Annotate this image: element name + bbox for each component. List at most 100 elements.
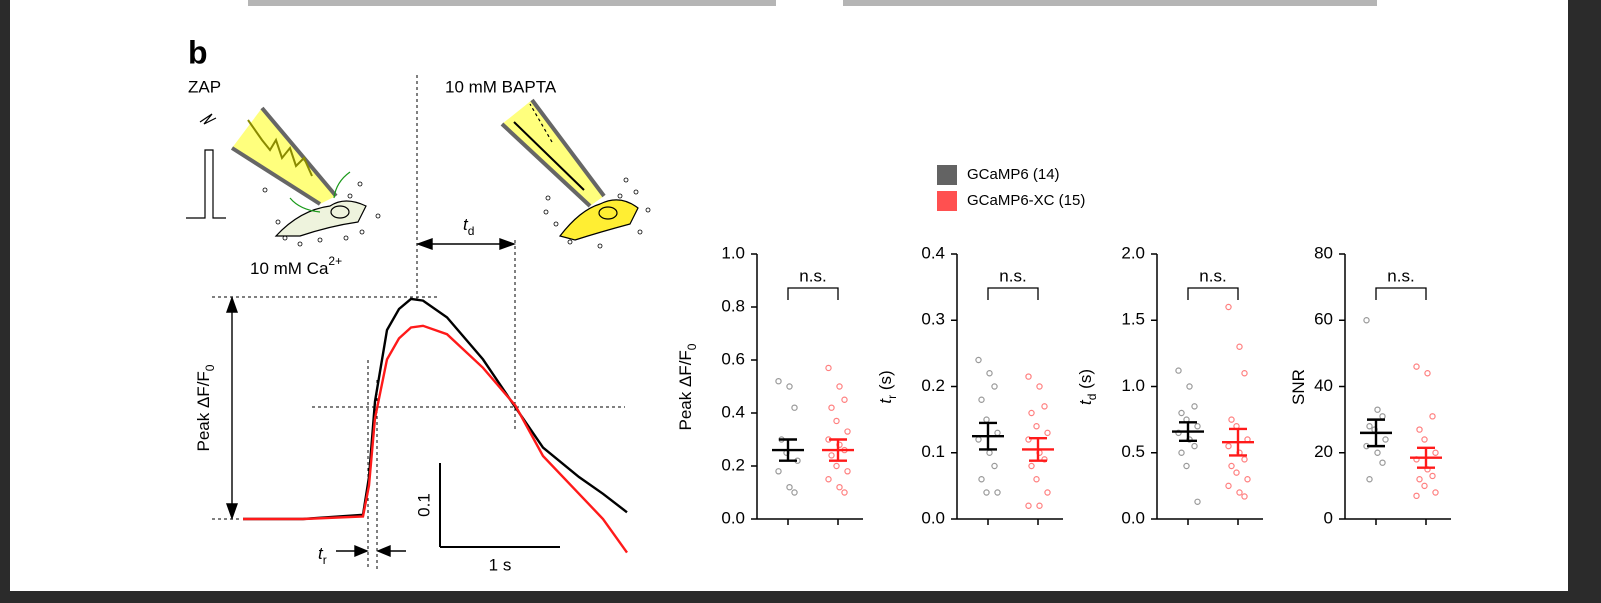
data-point [1228, 416, 1235, 423]
data-point [1025, 436, 1032, 443]
axis-label: Peak ΔF/F0 [676, 343, 699, 430]
data-point [1178, 449, 1185, 456]
data-point [833, 462, 840, 470]
scale-label: 1 s [489, 555, 512, 574]
data-point [836, 484, 843, 491]
schematic-label: 10 mM Ca2+ [250, 254, 342, 278]
label-sub: r [323, 553, 327, 567]
data-point [791, 404, 798, 411]
data-point [1025, 502, 1032, 509]
data-point [1241, 370, 1248, 377]
y-tick-label: 0.0 [721, 508, 745, 527]
data-point [1036, 383, 1043, 390]
data-point [1028, 462, 1035, 470]
significance-label: n.s. [1199, 266, 1226, 285]
pipette-fill [502, 100, 604, 206]
data-point [986, 370, 993, 377]
data-point [828, 404, 835, 411]
data-point [1429, 472, 1436, 480]
data-point [833, 417, 840, 425]
y-tick-label: 0.0 [1121, 508, 1145, 527]
y-tick-label: 1.5 [1121, 310, 1145, 329]
data-point [1036, 502, 1043, 509]
data-point [1175, 429, 1182, 437]
axis-label: SNR [1289, 369, 1308, 405]
label-sub: d [1085, 394, 1099, 401]
data-point [828, 452, 835, 459]
panel-label: b [188, 34, 208, 70]
data-point [1416, 426, 1423, 433]
data-point [983, 489, 990, 496]
data-point [1025, 373, 1032, 380]
trace [243, 324, 628, 554]
data-point [1028, 409, 1035, 417]
significance-label: n.s. [1387, 266, 1414, 285]
y-tick-label: 80 [1314, 243, 1333, 262]
label-part: t [463, 215, 469, 234]
label-part: (s) [1076, 369, 1095, 394]
data-point [775, 378, 782, 385]
y-tick-label: 0.2 [721, 455, 745, 474]
influx-arrow [289, 197, 321, 213]
data-point [844, 428, 851, 435]
y-tick-label: 0.1 [921, 442, 945, 461]
data-point [1382, 436, 1389, 443]
data-point [1183, 462, 1190, 470]
data-point [786, 383, 793, 390]
significance-label: n.s. [999, 266, 1026, 285]
legend-label: GCaMP6 (14) [967, 166, 1060, 183]
data-point [1432, 489, 1439, 496]
data-point [1421, 436, 1428, 443]
guide-arrows [226, 238, 517, 558]
schematic-label: ZAP [188, 77, 221, 96]
data-point [1225, 482, 1232, 490]
data-point [994, 489, 1001, 496]
influx-arrow [333, 171, 351, 199]
axis-label: td [463, 215, 474, 238]
data-point [841, 489, 848, 496]
data-point [1191, 442, 1198, 450]
data-point [1178, 409, 1185, 417]
label-part: t [876, 398, 895, 404]
y-tick-label: 0.2 [921, 376, 945, 395]
data-point [786, 484, 793, 491]
pipette-wall [260, 106, 338, 198]
data-point [1236, 489, 1243, 496]
pulse-icon [186, 149, 226, 219]
y-tick-label: 0.4 [721, 402, 745, 421]
label-sup: 2+ [328, 254, 342, 268]
guides [212, 75, 625, 570]
data-point [1194, 498, 1201, 505]
data-point [841, 396, 848, 403]
data-point [791, 489, 798, 496]
data-point [1044, 429, 1051, 437]
data-point [1186, 383, 1193, 390]
legend-swatch [937, 165, 957, 185]
label-part: (s) [876, 370, 895, 395]
axis-label: tr [318, 544, 327, 567]
y-tick-label: 60 [1314, 310, 1333, 329]
data-point [1033, 476, 1040, 483]
data-point [1191, 403, 1198, 410]
y-tick-label: 40 [1314, 376, 1333, 395]
y-tick-label: 0.5 [1121, 442, 1145, 461]
pipette-wall [230, 146, 322, 206]
pipette-wall [530, 98, 606, 198]
data-point [1225, 303, 1232, 311]
data-point [978, 476, 985, 483]
significance-label: n.s. [799, 266, 826, 285]
label-sub: r [885, 395, 899, 399]
dots [262, 177, 651, 249]
data-point [1413, 363, 1420, 370]
data-point [991, 462, 998, 470]
label-sub: d [468, 224, 475, 238]
data-point [1413, 492, 1420, 500]
data-point [1241, 456, 1248, 463]
efflux-arrow [529, 103, 553, 143]
data-point [1244, 476, 1251, 483]
data-point [1432, 449, 1439, 456]
data-point [825, 364, 832, 372]
viewer-bar [248, 0, 776, 6]
